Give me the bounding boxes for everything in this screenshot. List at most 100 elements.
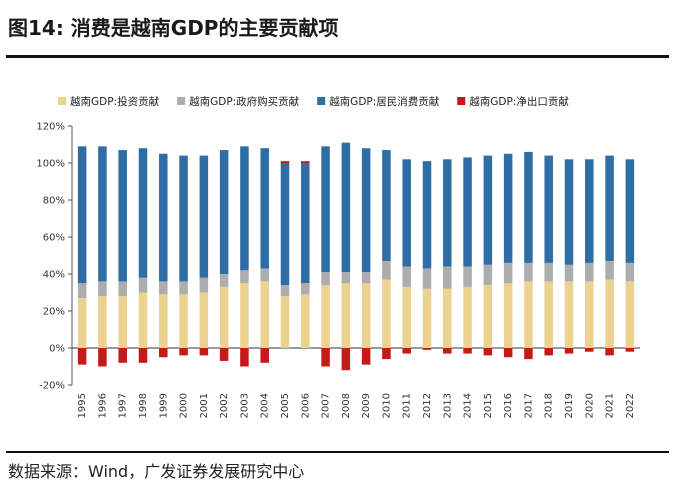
bar-segment bbox=[585, 262, 594, 282]
x-tick-label: 2000 bbox=[179, 393, 190, 418]
bar-segment bbox=[382, 150, 391, 262]
bar-segment bbox=[240, 348, 249, 367]
source-note: 数据来源：Wind，广发证券发展研究中心 bbox=[8, 462, 305, 481]
bar-segment bbox=[301, 163, 310, 284]
bar-segment bbox=[361, 272, 371, 284]
bar-segment bbox=[585, 348, 594, 352]
bar-segment bbox=[524, 281, 533, 348]
bar-segment bbox=[98, 281, 107, 297]
x-tick-label: 2011 bbox=[402, 393, 413, 418]
legend-label: 越南GDP:政府购买贡献 bbox=[189, 95, 300, 108]
bar-segment bbox=[585, 159, 594, 263]
bar-segment bbox=[118, 281, 127, 297]
bar-segment bbox=[341, 283, 351, 348]
x-tick-label: 2004 bbox=[260, 393, 271, 418]
bar-segment bbox=[443, 288, 452, 348]
bar-segment bbox=[544, 262, 553, 282]
bar-segment bbox=[443, 159, 452, 267]
bar-segment bbox=[199, 348, 209, 356]
bar-segment bbox=[402, 159, 411, 267]
bar-segment bbox=[199, 277, 209, 293]
bar-segment bbox=[402, 266, 411, 287]
bar-segment bbox=[321, 285, 330, 348]
x-tick-label: 2007 bbox=[321, 393, 332, 418]
bar-segment bbox=[240, 283, 249, 348]
bar-segment bbox=[159, 153, 168, 282]
bar-segment bbox=[625, 262, 635, 282]
bar-segment bbox=[361, 148, 371, 273]
bar-segment bbox=[361, 283, 371, 348]
bar-segment bbox=[564, 264, 574, 282]
bar-segment bbox=[280, 296, 290, 348]
bar-segment bbox=[98, 146, 107, 282]
x-tick-label: 2008 bbox=[341, 393, 352, 418]
bar-segment bbox=[77, 283, 87, 299]
bar-segment bbox=[524, 348, 533, 360]
bar-segment bbox=[605, 261, 614, 280]
bar-segment bbox=[585, 281, 594, 348]
bar-segment bbox=[443, 266, 452, 289]
x-tick-label: 2002 bbox=[219, 393, 230, 418]
bar-segment bbox=[321, 348, 330, 367]
bar-segment bbox=[605, 279, 614, 348]
bar-segment bbox=[382, 261, 391, 280]
bar-segment bbox=[219, 348, 229, 361]
x-tick-label: 2015 bbox=[483, 393, 494, 418]
x-tick-label: 2020 bbox=[584, 393, 595, 418]
bar-segment bbox=[321, 146, 330, 273]
x-tick-label: 2003 bbox=[239, 393, 250, 418]
x-tick-label: 2009 bbox=[361, 393, 372, 418]
bar-segment bbox=[260, 348, 269, 363]
bar-segment bbox=[260, 148, 269, 269]
y-tick-label: 120% bbox=[36, 122, 65, 133]
bar-segment bbox=[179, 281, 188, 295]
bar-segment bbox=[138, 348, 148, 363]
legend-swatch bbox=[457, 97, 466, 105]
bar-segment bbox=[402, 348, 411, 354]
bar-segment bbox=[98, 348, 107, 367]
bar-segment bbox=[77, 348, 87, 365]
bar-segment bbox=[159, 348, 168, 358]
x-tick-label: 2010 bbox=[381, 393, 392, 418]
bar-segment bbox=[625, 159, 635, 263]
top-divider bbox=[6, 55, 669, 58]
bar-segment bbox=[483, 285, 493, 348]
x-tick-label: 2017 bbox=[523, 393, 534, 418]
x-tick-label: 2019 bbox=[564, 393, 575, 418]
bar-segment bbox=[179, 348, 188, 356]
bar-segment bbox=[483, 264, 493, 286]
bar-segment bbox=[341, 142, 351, 273]
bar-segment bbox=[625, 348, 635, 352]
y-tick-label: 20% bbox=[43, 307, 65, 318]
bar-segment bbox=[463, 286, 472, 348]
x-tick-label: 1999 bbox=[158, 393, 169, 418]
x-tick-label: 2005 bbox=[280, 393, 291, 418]
bar-segment bbox=[301, 161, 310, 163]
bar-segment bbox=[341, 272, 351, 284]
x-tick-label: 1998 bbox=[138, 393, 149, 418]
bar-segment bbox=[219, 274, 229, 287]
bar-segment bbox=[280, 163, 290, 286]
bottom-divider bbox=[6, 451, 669, 453]
bar-segment bbox=[422, 161, 432, 269]
bar-segment bbox=[605, 348, 614, 356]
bar-segment bbox=[605, 155, 614, 262]
bar-segment bbox=[422, 288, 432, 348]
bar-segment bbox=[382, 348, 391, 360]
bar-segment bbox=[625, 281, 635, 348]
bar-segment bbox=[321, 272, 330, 286]
bar-segment bbox=[524, 151, 533, 263]
chart-title: 图14: 消费是越南GDP的主要贡献项 bbox=[8, 16, 339, 40]
bar-segment bbox=[361, 348, 371, 365]
bar-segment bbox=[483, 155, 493, 265]
bar-segment bbox=[503, 348, 513, 358]
bar-segment bbox=[341, 348, 351, 371]
bar-segment bbox=[422, 268, 432, 289]
legend-swatch bbox=[317, 97, 326, 105]
x-tick-label: 2001 bbox=[199, 393, 210, 418]
x-tick-label: 2014 bbox=[463, 393, 474, 418]
bar-segment bbox=[199, 155, 209, 278]
bar-segment bbox=[301, 283, 310, 295]
bar-segment bbox=[544, 281, 553, 348]
legend-swatch bbox=[58, 97, 66, 105]
